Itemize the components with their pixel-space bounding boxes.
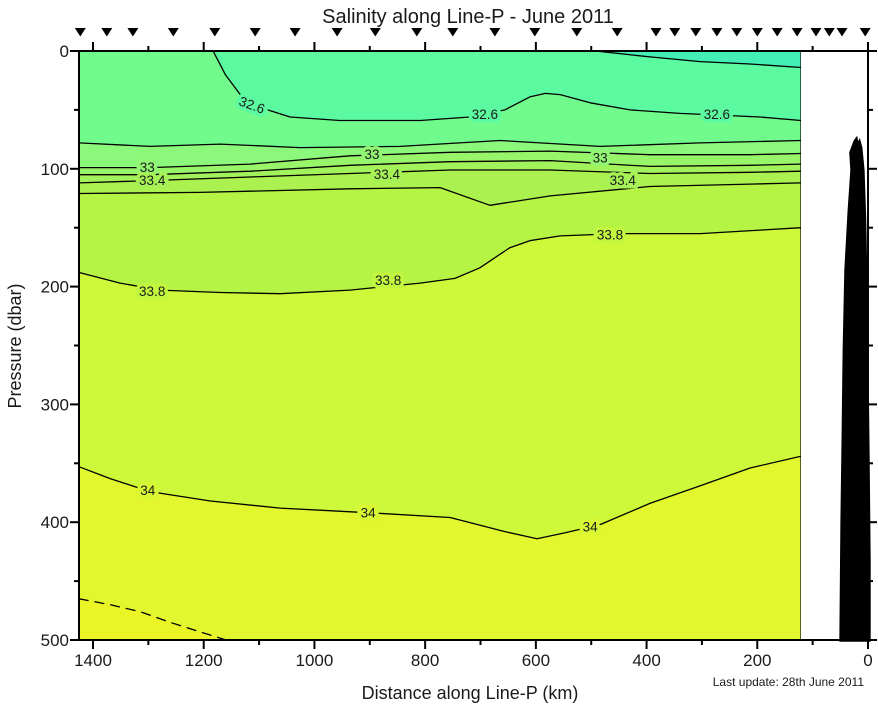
y-tick-label-200: 200	[41, 278, 69, 297]
contour-label-33.4: 33.4	[374, 167, 401, 182]
station-marker	[791, 28, 803, 37]
x-axis-label: Distance along Line-P (km)	[362, 683, 579, 703]
contour-label-32.6: 32.6	[704, 107, 730, 122]
contour-line-32.8	[79, 139, 801, 149]
y-tick-label-400: 400	[41, 513, 69, 532]
station-marker	[101, 28, 113, 37]
station-marker	[127, 28, 139, 37]
station-marker	[751, 28, 763, 37]
contour-label-33.8: 33.8	[375, 273, 401, 288]
station-marker	[447, 28, 459, 37]
station-marker	[209, 28, 221, 37]
bathymetry-silhouette	[839, 135, 871, 642]
x-tick-label-0: 0	[863, 651, 872, 670]
contour-fill-bands	[79, 51, 801, 640]
contour-label-34: 34	[140, 483, 156, 498]
contour-line-32.4	[594, 51, 801, 69]
station-marker	[650, 28, 662, 37]
contour-line-33	[79, 150, 801, 169]
x-tick-label-1200: 1200	[185, 651, 223, 670]
y-tick-label-0: 0	[60, 42, 69, 61]
y-tick-label-500: 500	[41, 631, 69, 650]
contour-label-33: 33	[364, 147, 379, 162]
station-marker	[711, 28, 723, 37]
station-marker	[167, 28, 179, 37]
x-tick-label-800: 800	[411, 651, 439, 670]
station-marker	[810, 28, 822, 37]
tick-labels: 1400 1200 1000 800 600 400 200 0 0 100 200 300 400 50…	[41, 42, 873, 670]
contour-label-34: 34	[583, 519, 599, 534]
x-tick-label-1000: 1000	[295, 651, 333, 670]
x-tick-label-1400: 1400	[74, 651, 112, 670]
axes-frame	[70, 42, 877, 649]
x-tick-label-200: 200	[743, 651, 771, 670]
station-marker	[331, 28, 343, 37]
contour-line-32.6	[212, 51, 801, 122]
contour-label-33.4: 33.4	[610, 173, 637, 188]
x-tick-label-400: 400	[632, 651, 660, 670]
x-tick-label-600: 600	[522, 651, 550, 670]
station-marker	[771, 28, 783, 37]
station-marker	[859, 28, 871, 37]
contour-line-34	[79, 455, 801, 540]
y-tick-label-300: 300	[41, 395, 69, 414]
chart-title: Salinity along Line-P - June 2011	[322, 6, 614, 28]
station-marker	[289, 28, 301, 37]
station-marker	[690, 28, 702, 37]
station-marker	[823, 28, 835, 37]
station-marker	[571, 28, 583, 37]
contour-line-33.2	[79, 159, 801, 176]
contour-label-33: 33	[140, 160, 155, 175]
contour-lines	[79, 51, 801, 640]
station-marker	[369, 28, 381, 37]
station-marker	[74, 28, 86, 37]
contour-label-33.4: 33.4	[139, 173, 166, 188]
station-marker	[529, 28, 541, 37]
contour-label-33: 33	[593, 151, 608, 166]
contour-line-34.2	[79, 598, 229, 640]
contour-line-33.6	[79, 182, 801, 206]
station-markers	[74, 28, 871, 37]
station-marker	[411, 28, 423, 37]
contour-line-33.4	[79, 169, 801, 184]
contour-label-34: 34	[361, 505, 377, 520]
station-marker	[611, 28, 623, 37]
contour-label-33.8: 33.8	[597, 227, 623, 242]
y-axis-label: Pressure (dbar)	[5, 283, 25, 408]
contour-label-32.6: 32.6	[472, 107, 498, 122]
last-update-note: Last update: 28th June 2011	[713, 675, 865, 689]
station-marker	[731, 28, 743, 37]
station-marker	[489, 28, 501, 37]
station-marker	[669, 28, 681, 37]
station-marker	[836, 28, 848, 37]
y-tick-label-100: 100	[41, 160, 69, 179]
contour-label-33.8: 33.8	[139, 284, 165, 299]
contour-line-33.8	[79, 227, 801, 295]
station-marker	[249, 28, 261, 37]
